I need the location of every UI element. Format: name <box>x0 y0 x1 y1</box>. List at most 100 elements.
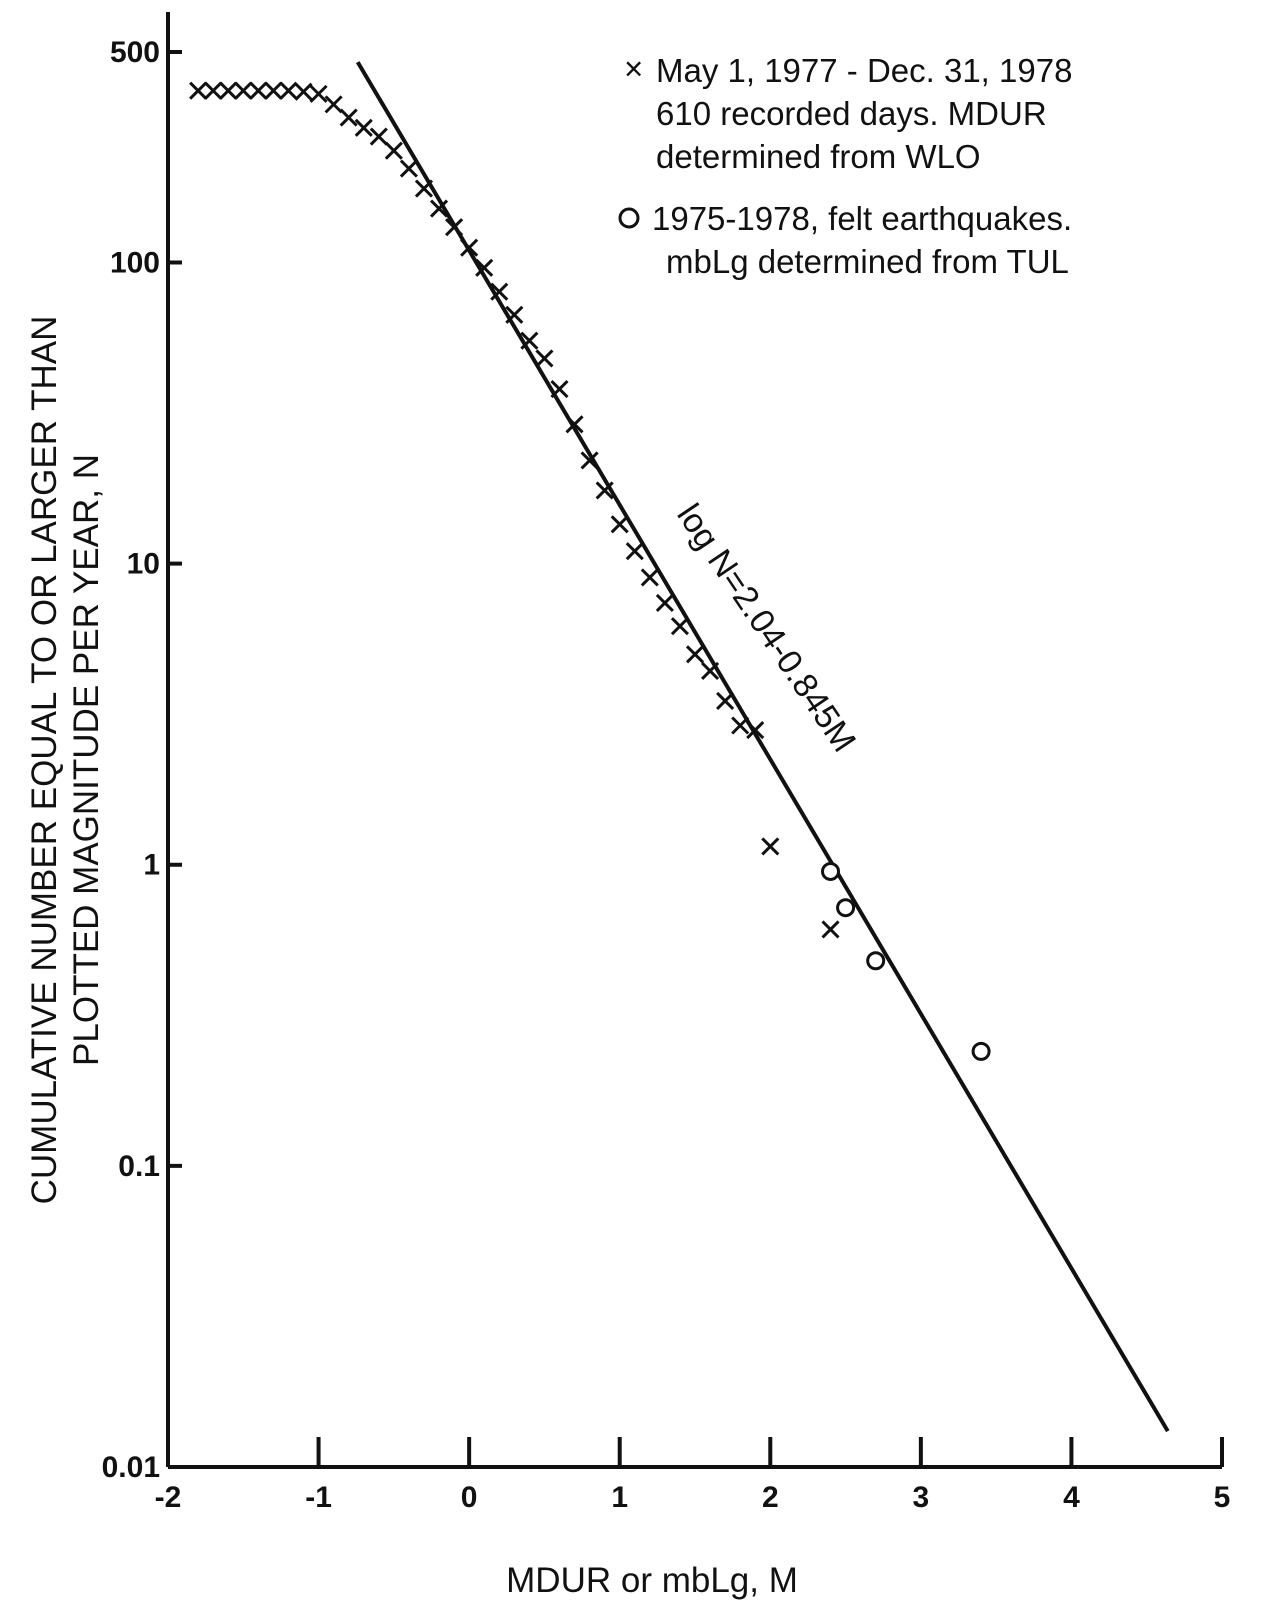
x-marker-point <box>204 81 223 100</box>
x-marker-point <box>189 81 208 100</box>
circle-marker-point <box>866 951 886 971</box>
x-marker-point <box>580 451 599 470</box>
x-marker-stroke <box>640 568 659 587</box>
x-marker-point <box>610 515 629 534</box>
x-marker-point <box>324 95 343 114</box>
x-marker-stroke <box>189 81 208 100</box>
x-marker-stroke <box>294 82 313 101</box>
x-marker-stroke <box>429 199 449 218</box>
x-tick-label: -2 <box>155 1481 182 1514</box>
x-marker-stroke <box>249 81 268 100</box>
x-marker-stroke <box>309 84 328 103</box>
circle-marker-point <box>971 1041 991 1061</box>
axes: -2 -1 0 1 2 3 4 5 500 100 10 1 0.1 0.01 <box>102 12 1231 1514</box>
x-marker-point <box>354 118 373 137</box>
x-marker-point <box>655 593 674 613</box>
x-marker-stroke <box>399 159 418 178</box>
x-marker-point <box>535 349 554 368</box>
legend-series1-line1: May 1, 1977 - Dec. 31, 1978 <box>656 52 1072 89</box>
x-marker-stroke <box>821 920 840 939</box>
x-marker-point <box>821 920 840 939</box>
legend-circle-marker-icon <box>618 207 640 229</box>
x-marker-point <box>234 81 253 100</box>
x-marker-point <box>640 568 659 587</box>
legend: × May 1, 1977 - Dec. 31, 1978 610 record… <box>618 50 1072 280</box>
x-marker-point <box>475 258 494 277</box>
x-marker-point <box>294 82 313 101</box>
x-axis-label: MDUR or mbLg, M <box>506 1561 798 1600</box>
x-tick-label: 5 <box>1214 1481 1231 1514</box>
x-marker-stroke <box>369 127 388 146</box>
y-tick-label: 100 <box>110 246 160 279</box>
x-marker-point <box>670 617 690 636</box>
x-marker-stroke <box>580 451 599 470</box>
x-marker-stroke <box>324 95 343 114</box>
x-marker-stroke <box>234 81 253 100</box>
y-tick-label: 0.1 <box>118 1150 160 1183</box>
x-marker-stroke <box>625 542 644 561</box>
x-marker-point <box>414 179 434 198</box>
x-tick-label: -1 <box>305 1481 332 1514</box>
x-marker-point <box>685 645 705 664</box>
x-marker-stroke <box>384 141 403 160</box>
x-marker-point <box>490 282 509 301</box>
legend-series2-line1: 1975-1978, felt earthquakes. <box>652 200 1072 237</box>
x-marker-stroke <box>460 238 479 257</box>
x-marker-stroke <box>700 661 720 681</box>
fit-line <box>355 61 1170 1433</box>
x-marker-point <box>384 141 403 160</box>
x-marker-point <box>505 305 524 324</box>
x-marker-point <box>595 481 614 500</box>
x-marker-point <box>565 415 584 434</box>
fit-line-equation: log N=2.04-0.845M <box>669 497 863 759</box>
x-marker-point <box>445 218 464 237</box>
data-points <box>189 81 991 1061</box>
y-axis-label-line1: CUMULATIVE NUMBER EQUAL TO OR LARGER THA… <box>25 316 64 1205</box>
x-marker-stroke <box>716 691 735 710</box>
x-marker-stroke <box>761 837 780 856</box>
y-tick-label: 500 <box>110 36 160 69</box>
x-marker-stroke <box>595 481 614 500</box>
x-marker-stroke <box>204 81 223 100</box>
x-marker-stroke <box>490 282 509 301</box>
x-tick-label: 3 <box>913 1481 930 1514</box>
y-axis-label-line2: PLOTTED MAGNITUDE PER YEAR, N <box>67 454 106 1066</box>
x-marker-point <box>264 81 283 100</box>
x-marker-stroke <box>685 645 705 664</box>
x-marker-point <box>625 542 644 561</box>
x-marker-stroke <box>219 81 238 100</box>
circle-marker-point <box>836 898 856 918</box>
x-marker-stroke <box>505 305 524 324</box>
y-tick-label: 1 <box>143 849 160 882</box>
x-marker-point <box>429 199 449 218</box>
x-marker-stroke <box>655 593 674 613</box>
x-marker-stroke <box>414 179 434 198</box>
x-marker-point <box>716 691 735 710</box>
x-marker-point <box>249 81 268 100</box>
x-marker-stroke <box>746 721 765 740</box>
x-tick-label: 0 <box>461 1481 478 1514</box>
x-marker-stroke <box>354 118 373 137</box>
x-marker-stroke <box>445 218 464 237</box>
x-marker-stroke <box>731 716 750 735</box>
x-marker-stroke <box>550 379 569 399</box>
x-tick-label: 4 <box>1063 1481 1080 1514</box>
x-marker-point <box>550 379 569 399</box>
legend-series1-line3: determined from WLO <box>656 138 981 175</box>
x-marker-point <box>700 661 720 681</box>
y-tick-label: 0.01 <box>102 1451 160 1484</box>
x-marker-point <box>309 84 328 103</box>
x-marker-point <box>369 127 388 146</box>
x-marker-point <box>279 81 298 100</box>
x-marker-stroke <box>565 415 584 434</box>
legend-x-marker-icon: × <box>624 50 643 87</box>
x-marker-stroke <box>339 108 358 127</box>
x-marker-point <box>219 81 238 100</box>
x-marker-stroke <box>670 617 690 636</box>
y-tick-label: 10 <box>127 548 160 581</box>
fit-line-group <box>355 61 1170 1433</box>
x-marker-point <box>520 331 539 350</box>
x-marker-point <box>399 159 418 178</box>
x-marker-stroke <box>535 349 554 368</box>
